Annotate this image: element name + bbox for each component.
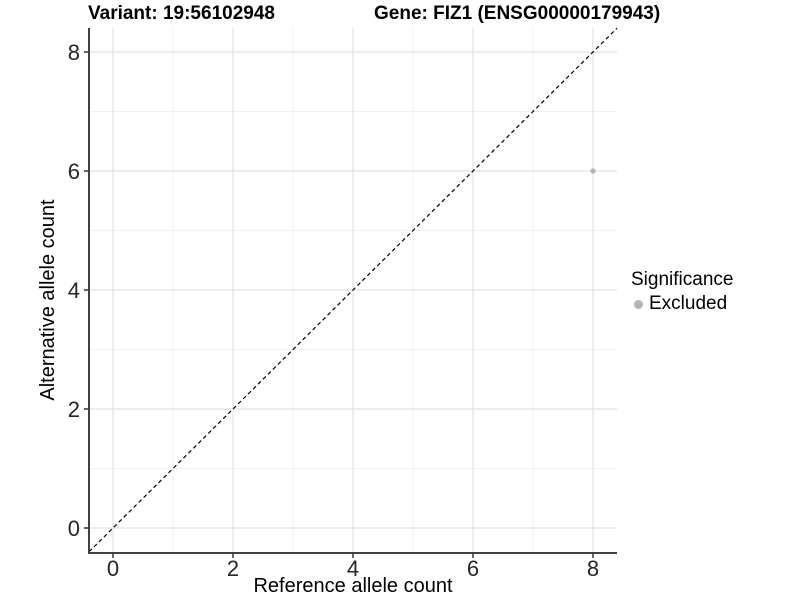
x-tick-label: 4 — [347, 556, 359, 581]
x-axis-title: Reference allele count — [253, 575, 453, 597]
x-tick-label: 0 — [107, 556, 119, 581]
y-axis-title: Alternative allele count — [37, 199, 59, 401]
identity-line — [88, 27, 618, 553]
legend-item-label: Excluded — [649, 293, 728, 314]
x-tick-label: 6 — [467, 556, 479, 581]
data-point — [590, 168, 596, 174]
legend-title: Significance — [631, 269, 734, 290]
legend-items: Excluded — [631, 293, 733, 315]
y-tick-label: 6 — [68, 159, 80, 184]
y-tick-label: 8 — [68, 40, 80, 65]
legend: Significance Excluded — [631, 269, 733, 315]
gene-title: Gene: FIZ1 (ENSG00000179943) — [374, 3, 661, 24]
x-tick-label: 8 — [587, 556, 599, 581]
y-tick-label: 4 — [68, 278, 80, 303]
legend-point-icon — [634, 299, 643, 309]
y-tick-label: 2 — [68, 397, 80, 422]
variant-title: Variant: 19:56102948 — [88, 3, 275, 24]
legend-item: Excluded — [631, 293, 733, 315]
y-tick-label: 0 — [68, 516, 80, 541]
x-tick-label: 2 — [227, 556, 239, 581]
